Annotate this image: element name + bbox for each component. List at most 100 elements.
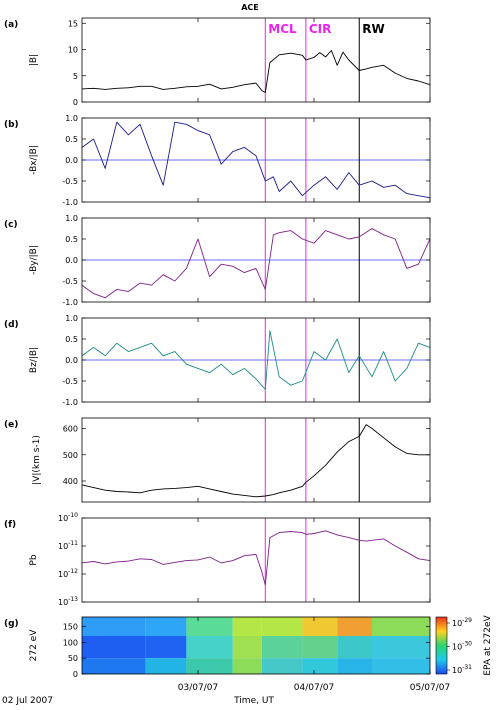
heatmap-cell (82, 658, 146, 674)
y-tick-label: 0.0 (65, 256, 78, 265)
event-label-mcl: MCL (268, 22, 297, 36)
x-axis-label: Time, UT (233, 696, 274, 706)
y-tick-label: 10-11 (58, 540, 78, 551)
y-tick-label: 1.0 (65, 114, 78, 123)
y-tick-label: 15 (68, 19, 78, 28)
panel-frame (81, 616, 431, 675)
series-line (81, 228, 431, 299)
event-label-cir: CIR (309, 22, 332, 36)
heatmap-cell (302, 636, 338, 659)
heatmap-cell (337, 658, 372, 674)
colorbar-tick-label: 10-31 (452, 664, 472, 675)
panel-b: -1.0 -0.5 0.0 0.5 1.0 (b) -Bx/|B| (4, 114, 431, 207)
y-tick-label: -1.0 (62, 198, 78, 207)
event-label-rw: RW (362, 22, 384, 36)
x-tick-label: 04/07/07 (294, 683, 334, 693)
y-tick-label: -1.0 (62, 298, 78, 307)
heatmap-cell (302, 617, 338, 636)
x-tick-label: 03/07/07 (178, 683, 218, 693)
panel-letter: (f) (4, 520, 16, 530)
y-tick-label: 400 (63, 477, 78, 486)
panel-letter: (c) (4, 220, 18, 230)
start-date-label: 02 Jul 2007 (2, 696, 53, 706)
panel-letter: (e) (4, 420, 18, 430)
y-tick-label: 500 (63, 451, 78, 460)
heatmap-cell (82, 636, 146, 659)
y-tick-label: 5 (73, 72, 78, 81)
panel-g: 10-29 10-30 10-31 EPA at 272eV 0 50 100 150 (g) 2… (4, 614, 493, 679)
y-axis-label: Pb (29, 554, 39, 565)
series-line (81, 121, 431, 199)
panel-letter: (a) (4, 20, 18, 30)
y-tick-label: 10-10 (58, 512, 78, 523)
panel-f: 10-13 10-12 10-11 10-10 (f) Pb (4, 512, 431, 607)
heatmap-cell (232, 658, 262, 674)
y-tick-label: 0.0 (65, 356, 78, 365)
y-tick-label: 0 (73, 670, 78, 679)
y-tick-label: 0.0 (65, 156, 78, 165)
y-tick-label: 50 (68, 654, 78, 663)
heatmap-cell (145, 636, 187, 659)
x-axis: 03/07/07 04/07/07 05/07/07 (178, 683, 450, 693)
panels-group: MCL CIR RW 0 5 10 15 (a) |B| -1.0 -0.5 0.0 0.5 1.0 (b)… (4, 17, 493, 679)
series-line (81, 50, 431, 93)
panel-letter: (g) (4, 619, 19, 629)
heatmap-cell (145, 658, 187, 674)
y-tick-label: 10-12 (58, 568, 78, 579)
y-tick-label: -0.5 (62, 177, 78, 186)
y-tick-label: 1.0 (65, 314, 78, 323)
heatmap-cell (145, 617, 187, 636)
series-line (81, 530, 431, 586)
heatmap-cell (186, 617, 233, 636)
panel-letter: (b) (4, 120, 19, 130)
y-axis-label: Bz/|B| (29, 347, 39, 373)
y-tick-label: -1.0 (62, 398, 78, 407)
y-axis-label: -Bx/|B| (29, 145, 39, 175)
colorbar-tick-label: 10-29 (452, 617, 472, 628)
y-tick-label: 600 (63, 425, 78, 434)
heatmap-cell (261, 636, 303, 659)
panel-frame (81, 417, 431, 503)
panel-c: -1.0 -0.5 0.0 0.5 1.0 (c) -By/|B| (4, 214, 431, 307)
figure-title: ACE (241, 3, 259, 12)
heatmap-cell (186, 658, 233, 674)
heatmap-cell (337, 617, 372, 636)
y-tick-label: 0.5 (65, 335, 78, 344)
y-tick-label: 150 (63, 623, 78, 632)
colorbar-tick-label: 10-30 (452, 641, 472, 652)
heatmap-cell (337, 636, 372, 659)
y-axis-label: -By/|B| (29, 245, 39, 275)
heatmap-cell (372, 636, 430, 659)
y-tick-label: -0.5 (62, 377, 78, 386)
series-line (81, 330, 431, 390)
y-tick-label: 0.5 (65, 135, 78, 144)
panel-frame (81, 517, 431, 603)
series-line (81, 424, 430, 498)
y-tick-label: 0.5 (65, 235, 78, 244)
y-axis-label: |B| (29, 54, 39, 66)
heatmap-cell (372, 617, 430, 636)
panel-e: 400 500 600 (e) |V|(km s-1) (4, 417, 431, 503)
y-tick-label: 10-13 (58, 596, 78, 607)
y-axis-label: |V|(km s-1) (32, 435, 42, 485)
heatmap-cell (186, 636, 233, 659)
y-tick-label: 10 (68, 46, 78, 55)
panel-a: MCL CIR RW 0 5 10 15 (a) |B| (4, 17, 431, 107)
y-tick-label: -0.5 (62, 277, 78, 286)
heatmap-cell (261, 617, 303, 636)
heatmap-cell (372, 658, 430, 674)
colorbar-label: EPA at 272eV (483, 614, 493, 675)
y-tick-label: 100 (63, 638, 78, 647)
colorbar (435, 616, 448, 675)
heatmap-cell (232, 636, 262, 659)
y-axis-label: 272 eV (29, 629, 39, 662)
heatmap-cell (232, 617, 262, 636)
heatmap-cell (261, 658, 303, 674)
x-tick-label: 05/07/07 (410, 683, 450, 693)
panel-d: -1.0 -0.5 0.0 0.5 1.0 (d) Bz/|B| (4, 314, 431, 407)
panel-letter: (d) (4, 320, 19, 330)
heatmap-cell (82, 617, 146, 636)
y-tick-label: 0 (73, 98, 78, 107)
panel-frame (81, 17, 431, 103)
